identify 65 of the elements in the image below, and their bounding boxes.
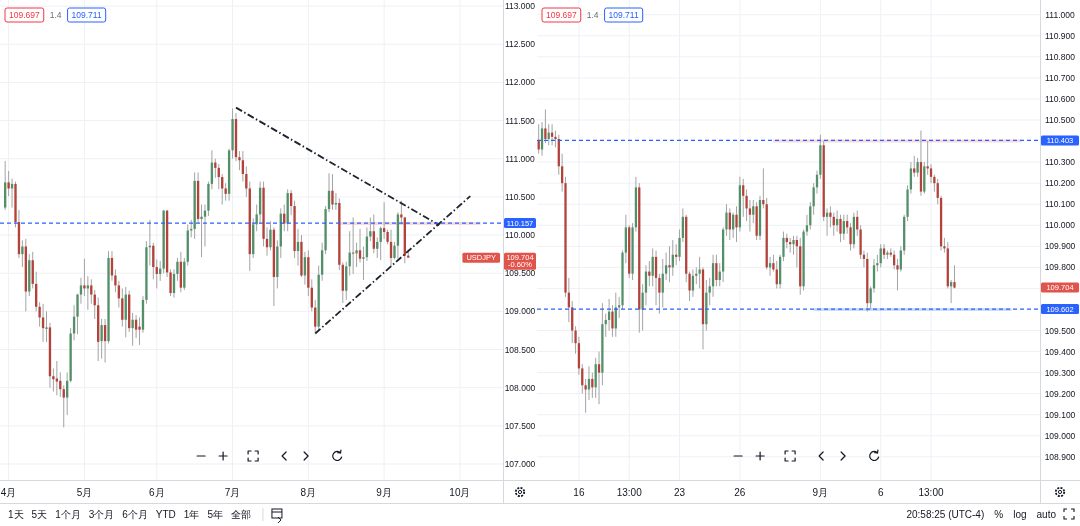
y-tick-label: 107.500 [504,420,536,431]
y-tick-label: 109.300 [1044,367,1076,378]
text: YTD [155,509,176,520]
x-tick-label: 10月 [449,487,471,498]
text: 20:58:25 (UTC-4) [906,509,985,520]
y-tick-label: 111.500 [505,115,535,126]
x-tick-label: 6 [877,487,884,498]
y-tick-label: 113.000 [504,1,536,12]
y-tick-label: 109.000 [1044,430,1076,441]
text: 1年 [183,509,200,520]
text: 5年 [207,509,223,520]
y-tick-label: 109.100 [1044,409,1076,420]
y-tick-label: 107.000 [504,458,536,469]
text: log [1013,509,1027,520]
text: auto [1036,509,1057,520]
y-tick-label: 109.900 [1044,241,1076,252]
annotation: 109.711 [71,10,102,20]
x-tick-label: 4月 [0,487,17,498]
x-tick-label: 26 [734,487,746,498]
y-tick-label: 110.100 [1044,199,1076,210]
y-tick-label: 109.800 [1044,262,1076,273]
y-tick-label: 110.500 [504,191,536,202]
y-tick-label: 112.500 [504,39,536,50]
y-tick-label: 110.500 [1044,115,1076,125]
x-tick-label: 5月 [76,487,93,498]
annotation: 109.711 [608,10,639,20]
x-tick-label: 6月 [148,487,165,498]
y-tick-label: 110.300 [1044,157,1076,168]
y-tick-label: 108.900 [1044,451,1076,462]
y-tick-label: 110.000 [504,230,536,241]
x-tick-label: 9月 [376,487,392,498]
text: 1天 [8,509,24,520]
text: 3个月 [88,509,115,520]
x-tick-label: 8月 [300,487,317,498]
text: 全部 [230,509,251,520]
text: 5天 [31,509,48,520]
y-tick-label: 108.000 [504,382,536,393]
y-tick-label: 109.000 [504,306,536,317]
y-tick-label: 111.000 [1045,9,1075,20]
y-tick-label: 108.500 [504,344,536,355]
annotation: 109.697 [546,10,577,20]
x-tick-label: 9月 [812,487,829,498]
y-tick-label: 110.200 [1044,178,1076,189]
annotation: 1.4 [49,10,62,20]
text: 6个月 [122,509,148,520]
text: 1个月 [55,509,81,520]
y-tick-label: 109.500 [504,268,536,279]
x-tick-label: 13:00 [918,487,944,498]
y-tick-label: 110.000 [1044,220,1076,231]
y-tick-label: 110.700 [1044,72,1076,83]
y-tick-label: 109.500 [1044,325,1076,336]
x-tick-label: 23 [673,487,686,498]
x-tick-label: 13:00 [616,487,643,498]
x-tick-label: 16 [573,487,585,498]
annotation: 109.697 [9,10,40,20]
y-tick-label: 112.000 [504,77,536,88]
annotation: 1.4 [586,10,599,20]
y-tick-label: 109.200 [1044,388,1076,399]
y-tick-label: 110.600 [1044,93,1076,104]
y-tick-label: 110.800 [1044,51,1076,62]
y-tick-label: 110.900 [1044,30,1076,41]
y-tick-label: 109.400 [1044,346,1076,357]
text: % [994,509,1004,520]
x-tick-label: 7月 [224,487,241,498]
y-tick-label: 111.000 [505,153,535,164]
